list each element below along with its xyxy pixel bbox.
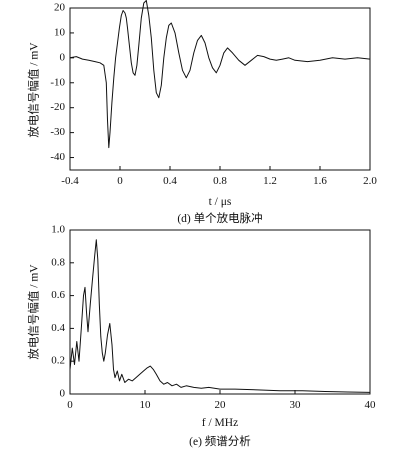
spectrum-x-ticks: 0 10 20 30 40 — [67, 390, 376, 411]
pulse-xtick-label-5: 1.6 — [313, 175, 327, 187]
pulse-xtick-label-6: 2.0 — [363, 175, 377, 187]
pulse-ytick-label-3: -10 — [50, 76, 65, 88]
spectrum-ytick-label-3: 0.4 — [51, 322, 65, 334]
pulse-xtick-label-4: 1.2 — [263, 175, 277, 187]
spectrum-xtick-label-4: 40 — [365, 399, 377, 411]
pulse-xtick-label-2: 0.4 — [163, 175, 177, 187]
spectrum-ytick-label-4: 0.2 — [51, 355, 65, 367]
pulse-ytick-label-0: 20 — [54, 2, 66, 14]
pulse-y-axis-label: 放电信号幅值 / mV — [27, 42, 41, 138]
pulse-ylabel-text: 放电信号幅值 / mV — [27, 42, 41, 138]
pulse-y-ticks: 20 10 0 -10 -20 -30 -40 — [50, 2, 74, 163]
spectrum-xtick-label-3: 30 — [290, 399, 302, 411]
pulse-ytick-label-1: 10 — [54, 26, 66, 38]
spectrum-xlabel: f / MHz — [202, 417, 238, 429]
spectrum-ylabel-text: 放电信号幅值 / mV — [27, 264, 41, 360]
spectrum-plot-frame — [69, 229, 371, 395]
pulse-xlabel: t / μs — [209, 196, 232, 208]
pulse-ytick-label-5: -30 — [50, 126, 65, 138]
pulse-x-ticks: -0.4 0 0.4 0.8 1.2 1.6 2.0 — [61, 166, 377, 187]
pulse-ytick-label-4: -20 — [50, 101, 65, 113]
spectrum-ytick-label-5: 0 — [60, 388, 66, 400]
pulse-xtick-label-0: -0.4 — [61, 175, 79, 187]
chart-pulse: 放电信号幅值 / mV 20 10 0 -10 -20 -30 -40 -0.4 0 0.4 0.… — [27, 0, 377, 225]
pulse-ytick-label-2: 0 — [60, 51, 66, 63]
pulse-plot-frame — [69, 7, 371, 171]
spectrum-y-ticks: 1.0 0.8 0.6 0.4 0.2 0 — [51, 224, 74, 400]
spectrum-ytick-label-1: 0.8 — [51, 256, 65, 268]
spectrum-ytick-label-0: 1.0 — [51, 224, 65, 236]
pulse-xtick-label-1: 0 — [117, 175, 123, 187]
pulse-xtick-label-3: 0.8 — [213, 175, 227, 187]
spectrum-caption: (e) 频谱分析 — [189, 434, 251, 448]
spectrum-series-line — [69, 239, 371, 393]
spectrum-y-axis-label: 放电信号幅值 / mV — [27, 264, 41, 360]
spectrum-xtick-label-0: 0 — [67, 399, 73, 411]
pulse-series-line — [69, 0, 371, 149]
pulse-ytick-label-6: -40 — [50, 151, 65, 163]
chart-spectrum: 放电信号幅值 / mV 1.0 0.8 0.6 0.4 0.2 0 0 10 20 30 40 f… — [27, 224, 376, 448]
spectrum-xtick-label-2: 20 — [215, 399, 227, 411]
pulse-caption: (d) 单个放电脉冲 — [177, 211, 262, 225]
spectrum-ytick-label-2: 0.6 — [51, 289, 65, 301]
spectrum-xtick-label-1: 10 — [140, 399, 152, 411]
